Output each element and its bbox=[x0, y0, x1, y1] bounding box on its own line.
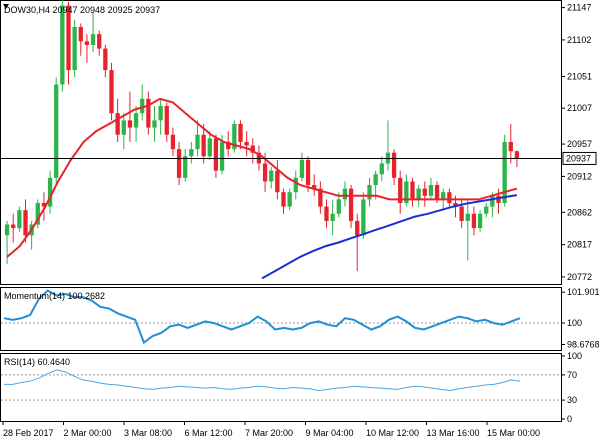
candle-body bbox=[60, 5, 64, 84]
x-axis-label: 3 Mar 08:00 bbox=[124, 428, 172, 438]
candle-body bbox=[484, 207, 488, 214]
x-axis-label: 7 Mar 20:00 bbox=[245, 428, 293, 438]
candle-body bbox=[115, 113, 119, 135]
candle-body bbox=[134, 113, 138, 127]
candle-body bbox=[23, 210, 27, 235]
candle-body bbox=[459, 207, 463, 221]
candle-body bbox=[478, 214, 482, 228]
candle-body bbox=[244, 142, 248, 146]
candle-body bbox=[490, 196, 494, 207]
candle-body bbox=[337, 199, 341, 213]
rsi-axis-label: 0 bbox=[567, 414, 572, 424]
candle-body bbox=[238, 124, 242, 142]
candle-body bbox=[177, 149, 181, 178]
candle-body bbox=[72, 27, 76, 70]
candle-body bbox=[66, 5, 70, 70]
rsi-title: RSI(14) 60.4640 bbox=[4, 357, 70, 367]
momentum-axis-label: 100 bbox=[567, 318, 582, 328]
candle-body bbox=[380, 163, 384, 174]
candle-body bbox=[294, 178, 298, 192]
candle-body bbox=[509, 142, 513, 151]
candle-body bbox=[423, 189, 427, 196]
rsi-axis-label: 100 bbox=[567, 351, 582, 361]
price-axis-label: 20817 bbox=[567, 240, 592, 250]
price-axis-label: 21102 bbox=[567, 35, 591, 45]
candle-body bbox=[410, 181, 414, 199]
current-price-label: 20937 bbox=[566, 153, 591, 163]
price-axis-label: 21147 bbox=[567, 3, 591, 13]
candle-body bbox=[79, 27, 83, 41]
candle-body bbox=[122, 120, 126, 134]
candle-body bbox=[306, 160, 310, 185]
candle-body bbox=[146, 99, 150, 128]
candle-body bbox=[208, 138, 212, 156]
candle-body bbox=[269, 171, 273, 182]
rsi-axis-label: 70 bbox=[567, 370, 577, 380]
momentum-title: Momentum(14) 100.2682 bbox=[4, 291, 105, 301]
x-axis-label: 15 Mar 00:00 bbox=[487, 428, 540, 438]
x-axis-label: 6 Mar 12:00 bbox=[185, 428, 233, 438]
candle-body bbox=[441, 192, 445, 199]
candle-body bbox=[300, 160, 304, 178]
rsi-axis-label: 30 bbox=[567, 395, 577, 405]
candle-body bbox=[281, 192, 285, 206]
candle-body bbox=[263, 163, 267, 181]
candle-body bbox=[435, 185, 439, 199]
candle-body bbox=[220, 142, 224, 171]
candle-body bbox=[17, 210, 21, 228]
candle-body bbox=[128, 120, 132, 127]
price-axis-label: 20912 bbox=[567, 171, 592, 181]
candle-body bbox=[447, 192, 451, 203]
x-axis-label: 9 Mar 04:00 bbox=[306, 428, 354, 438]
candle-body bbox=[158, 106, 162, 120]
candle-body bbox=[54, 84, 58, 177]
candle-body bbox=[472, 214, 476, 228]
candle-body bbox=[367, 185, 371, 199]
price-axis-label: 21051 bbox=[567, 72, 592, 82]
symbol-header: DOW30,H4 20947 20948 20925 20937 bbox=[4, 5, 160, 15]
candle-body bbox=[214, 138, 218, 170]
candle-body bbox=[109, 70, 113, 113]
momentum-axis-label: 101.9016 bbox=[567, 287, 600, 297]
candle-body bbox=[373, 174, 377, 185]
candle-body bbox=[361, 199, 365, 235]
candle-body bbox=[103, 49, 107, 71]
candle-body bbox=[97, 34, 101, 48]
candle-body bbox=[5, 225, 9, 236]
candle-body bbox=[416, 189, 420, 200]
candle-body bbox=[195, 135, 199, 149]
x-axis-label: 28 Feb 2017 bbox=[3, 428, 54, 438]
candle-body bbox=[330, 214, 334, 221]
candle-body bbox=[152, 120, 156, 127]
x-axis-label: 10 Mar 12:00 bbox=[366, 428, 419, 438]
candle-body bbox=[349, 189, 353, 221]
candle-body bbox=[85, 41, 89, 45]
candle-body bbox=[165, 106, 169, 135]
candle-body bbox=[324, 207, 328, 221]
x-axis-label: 2 Mar 00:00 bbox=[64, 428, 112, 438]
price-axis-label: 20772 bbox=[567, 272, 592, 282]
candle-body bbox=[201, 135, 205, 157]
candle-body bbox=[392, 153, 396, 178]
candle-body bbox=[189, 149, 193, 156]
candle-body bbox=[11, 225, 15, 229]
candle-body bbox=[275, 171, 279, 193]
candle-body bbox=[91, 34, 95, 45]
momentum-axis-label: 98.6768 bbox=[567, 340, 600, 350]
candle-body bbox=[287, 192, 291, 206]
price-axis-label: 21007 bbox=[567, 103, 592, 113]
candle-body bbox=[502, 142, 506, 203]
candle-body bbox=[171, 135, 175, 149]
candle-body bbox=[429, 185, 433, 196]
candle-body bbox=[515, 151, 519, 158]
candle-body bbox=[355, 221, 359, 235]
price-axis-label: 20957 bbox=[567, 139, 592, 149]
price-axis-label: 20862 bbox=[567, 207, 592, 217]
x-axis-label: 13 Mar 16:00 bbox=[427, 428, 480, 438]
candle-body bbox=[466, 214, 470, 221]
candle-body bbox=[183, 156, 187, 178]
candle-body bbox=[343, 189, 347, 200]
